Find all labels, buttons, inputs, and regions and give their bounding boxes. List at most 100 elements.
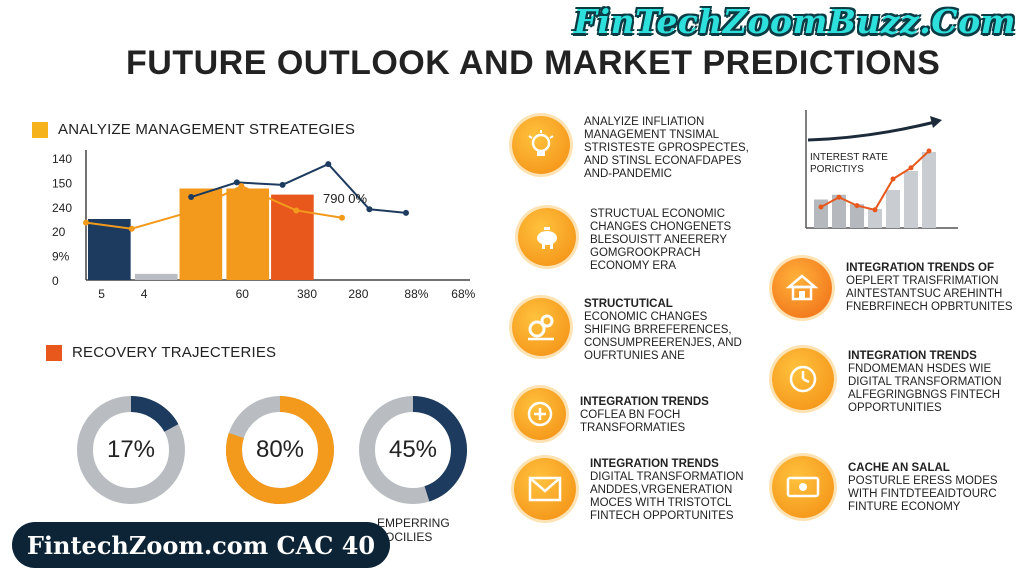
x-tick-label: 5 [98,287,105,301]
y-tick-label: 150 [52,176,72,190]
feature-item: INTEGRATION TRENDS COFLEA BN FOCH TRANSF… [514,388,709,440]
feature-line: AND-PANDEMIC [584,168,672,180]
series-point [233,179,240,186]
donut-chart-1: 17% [76,395,186,505]
series-point [339,214,345,221]
chart-annotation: 790 0% [323,191,368,206]
feature-line: OEPLERT TRAISFRIMATION [846,275,999,287]
donut-segment [359,396,467,504]
feature-item: CACHE AN SALAL POSTURLE ERESS MODES WITH… [772,456,998,518]
trend-point [818,204,824,210]
feature-line: WITH FINTDTEEAIDTOURC [848,488,997,500]
x-tick-label: 88% [404,287,428,301]
y-tick-label: 20 [52,225,66,239]
series-point [238,183,245,190]
strategies-chart-svg: 0 9% 20 240 150 140 5 4 60 380 280 88% 68% [52,150,476,301]
bar [868,209,882,228]
recovery-legend-label: RECOVERY TRAJECTERIES [72,344,277,361]
feature-line: FNEBRFINECH OPBRTUNITES [846,301,1013,313]
donut-chart-3: 45% [358,395,468,505]
feature-line: AND STINSL ECONAFDAPES [584,155,742,167]
feature-text: STRUCTUAL ECONOMIC CHANGES CHONGENETS BL… [590,208,731,273]
feature-item: INTEGRATION TRENDS OF OEPLERT TRAISFRIMA… [772,258,1013,318]
series-point [183,209,190,216]
feature-line: OPPORTUNITIES [848,402,942,414]
donut-caption: EMPERRING POCILIES [377,516,450,544]
series-point [366,206,373,213]
feature-line: CACHE AN SALAL [848,462,950,474]
x-tick-label: 380 [297,287,317,301]
feature-line: TRANSFORMATIES [580,422,686,434]
trend-point [908,165,914,171]
feature-line: COFLEA BN FOCH [580,409,681,421]
donut-value: 17% [106,436,156,463]
bar [850,204,864,228]
donut-segment [77,396,185,504]
donut-ring [77,396,185,504]
feature-line: GOMGROOKPRACH [590,247,701,259]
series-point [83,219,89,226]
bar [904,171,918,228]
feature-line: SHIFING BRREFERENCES, [584,324,732,336]
feature-line: CONSUMPREERENJES, AND [584,337,742,349]
feature-line: INTEGRATION TRENDS OF [846,262,995,274]
feature-text: CACHE AN SALAL POSTURLE ERESS MODES WITH… [848,462,998,514]
bar [922,152,936,228]
lightbulb-icon [512,116,570,174]
feature-line: INTEGRATION TRENDS [590,458,719,470]
feature-line: STRISTESTE GPROSPECTES, [584,142,749,154]
page-title: FUTURE OUTLOOK AND MARKET PREDICTIONS [126,44,941,82]
donut-ring [359,396,467,504]
feature-line: POSTURLE ERESS MODES [848,475,998,487]
trend-point [872,207,878,213]
strategies-legend: ANALYIZE MANAGEMENT STREATEGIES [32,121,355,138]
donut-value: 80% [255,436,305,463]
trend-point [854,203,860,209]
feature-text: STRUCTUTICAL ECONOMIC CHANGES SHIFING BR… [584,298,742,363]
bar [832,194,846,228]
feature-item: STRUCTUTICAL ECONOMIC CHANGES SHIFING BR… [512,298,742,363]
donut-chart-2: 80% [225,395,335,505]
y-tick-label: 0 [52,274,59,288]
series-point [325,161,332,168]
clock-icon [772,348,834,410]
feature-line: BLESOUISTT ANEERERY [590,234,727,246]
brand-banner: FintechZoom.com CAC 40 [12,522,390,568]
legend-swatch [32,121,48,138]
feature-line: FINTECH OPPORTUNITES [590,510,734,522]
feature-line: OUFRTUNIES ANE [584,350,685,362]
feature-line: AINTESTANTSUC AREHINTH [846,288,1003,300]
y-tick-label: 9% [52,250,70,264]
donut-ring [226,396,334,504]
feature-line: ANALYIZE INFLIATION [584,116,705,128]
house-icon [772,258,832,318]
watermark: FinTechZoomBuzz.Com [573,2,1016,41]
feature-line: FINTURE ECONOMY [848,501,961,513]
bar [886,190,900,228]
feature-text: INTEGRATION TRENDS COFLEA BN FOCH TRANSF… [580,396,709,435]
legend-swatch [46,344,62,361]
piggy-bank-icon [518,208,576,266]
feature-line: ECONOMY ERA [590,260,677,272]
feature-line: MANAGEMENT TNSIMAL [584,129,720,141]
feature-line: DIGITAL TRANSFORMATION [848,376,1002,388]
bar [134,273,178,280]
x-tick-label: 4 [141,287,148,301]
series-point [403,209,409,216]
bar [88,219,131,280]
series-point [128,225,135,232]
envelope-icon [514,458,576,520]
arrow-head-icon [930,116,942,128]
donut-value: 45% [388,436,438,463]
strategies-chart: 0 9% 20 240 150 140 5 4 60 380 280 88% 68% [0,0,520,330]
feature-line: INTEGRATION TRENDS [580,396,709,408]
bar [179,188,223,280]
y-tick-label: 140 [52,152,72,166]
feature-item: ANALYIZE INFLIATION MANAGEMENT TNSIMAL S… [512,116,749,181]
feature-line: MOCES WITH TRISTOTCL [590,497,732,509]
chart-title-line: PORICTIYS [810,164,864,175]
bar [271,194,314,280]
interest-rate-chart: INTEREST RATE PORICTIYS [800,110,960,235]
brand-banner-text: FintechZoom.com CAC 40 [26,530,376,560]
